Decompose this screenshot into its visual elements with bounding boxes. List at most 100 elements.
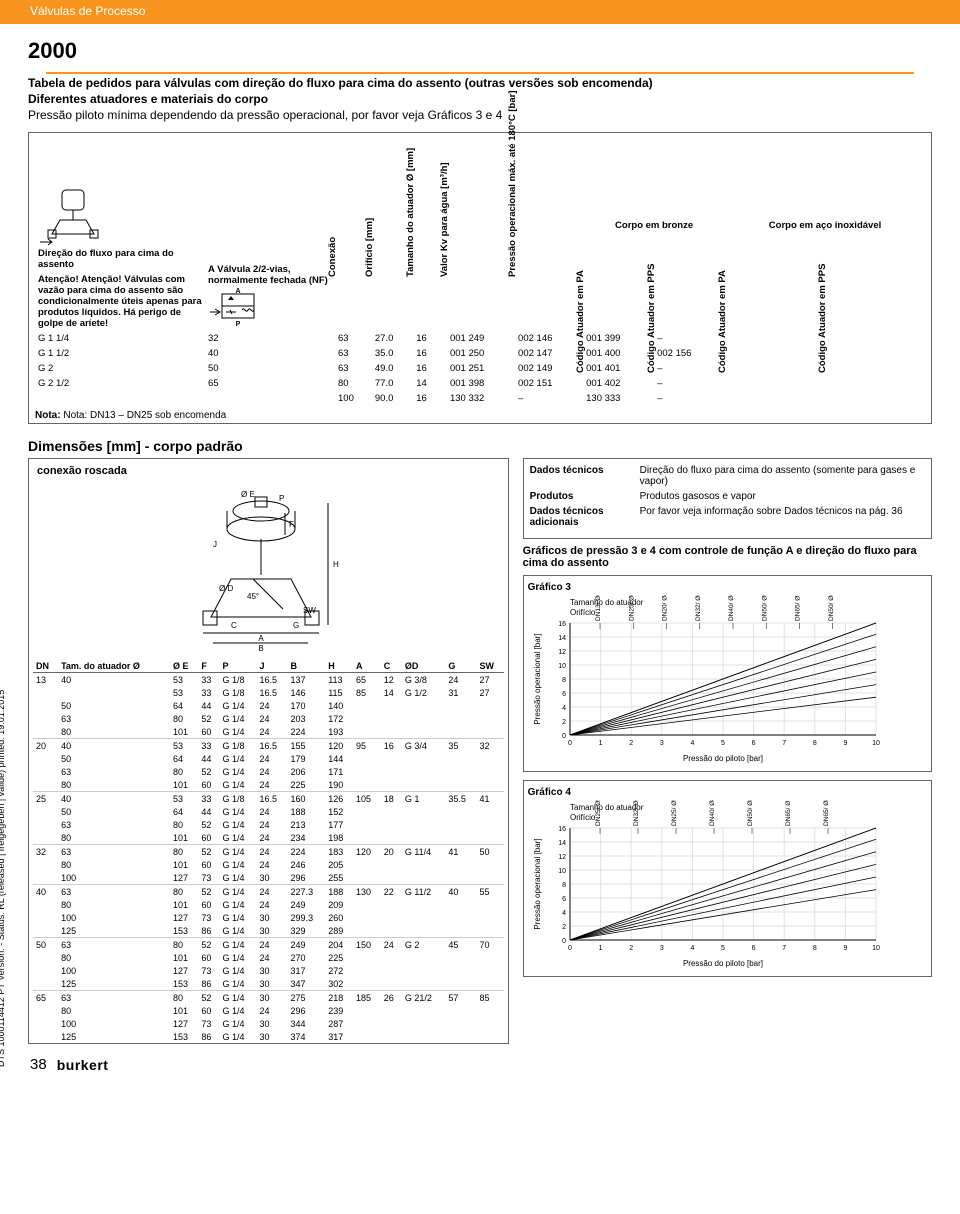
col-bronze-pa: Código Atuador em PA: [583, 235, 654, 331]
control-function-text: A Válvula 2/2-vias, normalmente fechada …: [208, 264, 332, 286]
table-cell: G 1/4: [220, 938, 257, 952]
table-cell: 150: [353, 938, 381, 952]
table-cell: G 2 1/2: [35, 376, 205, 391]
table-cell: 002 146: [515, 331, 583, 346]
dim-col: C: [381, 659, 402, 673]
table-cell: 100: [335, 391, 372, 406]
svg-text:2: 2: [562, 924, 566, 931]
svg-text:8: 8: [562, 882, 566, 889]
table-row: 12515386G 1/430347302: [33, 977, 504, 991]
table-cell: 27: [476, 686, 503, 699]
table-cell: 86: [198, 924, 219, 938]
table-cell: 20: [33, 739, 58, 753]
table-cell: 80: [58, 898, 170, 911]
table-cell: 49.0: [372, 361, 413, 376]
svg-text:DN25/ Ø50: DN25/ Ø50: [671, 800, 678, 826]
header-bar: Válvulas de Processo: [0, 0, 960, 24]
table-cell: G 1/4: [220, 712, 257, 725]
table-cell: 16: [381, 739, 402, 753]
table-cell: 80: [58, 951, 170, 964]
table-cell: G 1/4: [220, 831, 257, 845]
svg-text:12: 12: [558, 854, 566, 861]
table-cell: G 1/4: [220, 805, 257, 818]
table-cell: [445, 778, 476, 792]
table-cell: 95: [353, 739, 381, 753]
table-cell: 188: [325, 885, 353, 899]
table-cell: 30: [257, 977, 288, 991]
svg-text:DN50/ Ø63: DN50/ Ø63: [761, 595, 768, 621]
table-cell: [353, 752, 381, 765]
table-cell: G 2: [35, 361, 205, 376]
table-cell: 24: [257, 885, 288, 899]
table-cell: [476, 818, 503, 831]
table-cell: 001 402: [583, 376, 654, 391]
table-cell: 125: [58, 977, 170, 991]
svg-text:2: 2: [629, 945, 633, 952]
table-cell: 120: [353, 845, 381, 859]
table-cell: G 1/2: [402, 686, 446, 699]
table-cell: 80: [58, 1004, 170, 1017]
flow-note-cell: Direção do fluxo para cima do assento At…: [35, 139, 205, 331]
table-cell: 105: [353, 792, 381, 806]
table-cell: 179: [288, 752, 326, 765]
table-cell: 45: [445, 938, 476, 952]
table-cell: 35.5: [445, 792, 476, 806]
table-row: 8010160G 1/424270225: [33, 951, 504, 964]
svg-text:3: 3: [659, 945, 663, 952]
svg-text:A: A: [235, 288, 240, 295]
table-cell: [353, 858, 381, 871]
table-cell: 101: [170, 725, 198, 739]
table-cell: 152: [325, 805, 353, 818]
svg-text:DN65/ Ø80: DN65/ Ø80: [823, 800, 830, 826]
table-cell: 13: [33, 673, 58, 687]
svg-text:9: 9: [843, 945, 847, 952]
divider: [46, 72, 914, 74]
table-cell: 16.5: [257, 739, 288, 753]
group-bronze: Corpo em bronze: [583, 139, 725, 235]
table-cell: 249: [288, 898, 326, 911]
table-cell: 52: [198, 885, 219, 899]
table-row: 8010160G 1/424249209: [33, 898, 504, 911]
table-cell: 24: [257, 898, 288, 911]
table-cell: 44: [198, 699, 219, 712]
svg-text:DN25/ Ø63: DN25/ Ø63: [628, 595, 635, 621]
table-cell: [33, 951, 58, 964]
table-cell: G 1/4: [220, 1004, 257, 1017]
svg-text:DN32/ Ø60: DN32/ Ø60: [633, 800, 640, 826]
table-cell: [353, 871, 381, 885]
top-table-box: Direção do fluxo para cima do assento At…: [28, 132, 932, 424]
svg-text:A: A: [259, 634, 265, 643]
dim-col: F: [198, 659, 219, 673]
svg-text:6: 6: [751, 945, 755, 952]
table-cell: 100: [58, 964, 170, 977]
graph-4: Tamanho do atuadorOrifício01234567891002…: [528, 800, 888, 970]
table-cell: 16: [413, 346, 447, 361]
table-cell: [33, 831, 58, 845]
table-cell: 65: [205, 376, 335, 391]
table-cell: 63: [335, 331, 372, 346]
table-cell: [476, 977, 503, 991]
table-cell: 125: [58, 1030, 170, 1043]
table-cell: 52: [198, 818, 219, 831]
table-cell: [353, 1004, 381, 1017]
table-row: G 2506349.016001 251002 149001 401–: [35, 361, 925, 376]
table-cell: 24: [257, 752, 288, 765]
table-cell: 001 399: [583, 331, 654, 346]
table-cell: 153: [170, 1030, 198, 1043]
table-cell: [33, 858, 58, 871]
table-cell: 77.0: [372, 376, 413, 391]
table-cell: 193: [325, 725, 353, 739]
table-cell: 53: [170, 686, 198, 699]
table-cell: [476, 951, 503, 964]
table-cell: [402, 778, 446, 792]
table-cell: [445, 699, 476, 712]
table-cell: 73: [198, 964, 219, 977]
table-cell: [445, 818, 476, 831]
table-cell: 002 149: [515, 361, 583, 376]
table-cell: 225: [325, 951, 353, 964]
table-cell: [476, 871, 503, 885]
table-row: 20405333G 1/816.51551209516G 3/43532: [33, 739, 504, 753]
dim-label: conexão roscada: [37, 465, 504, 477]
table-cell: G 3/4: [402, 739, 446, 753]
table-cell: [381, 858, 402, 871]
